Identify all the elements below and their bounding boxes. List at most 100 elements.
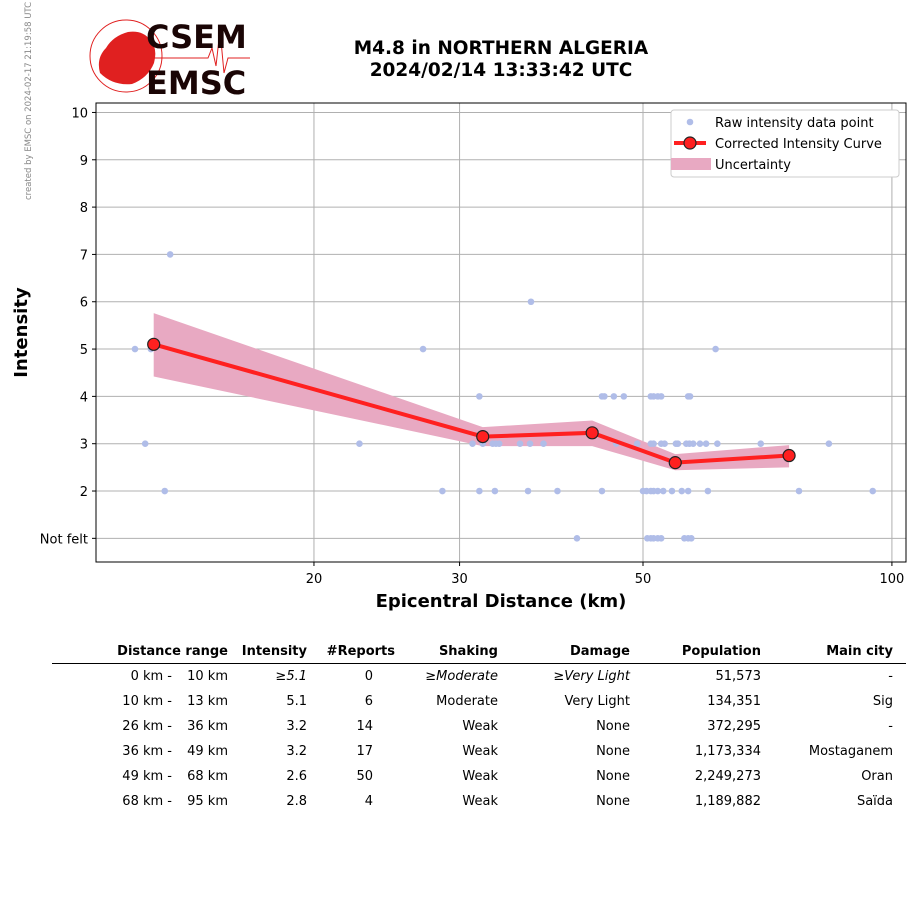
- plot-frame: [95, 102, 907, 563]
- row-distance-to: 95 km: [187, 794, 228, 809]
- raw-data-point: [131, 345, 139, 353]
- row-shaking: Weak: [462, 769, 498, 784]
- row-distance-from: 36 km -: [122, 744, 172, 759]
- raw-data-point: [610, 393, 618, 400]
- raw-data-point: [689, 440, 697, 448]
- raw-data-point: [714, 440, 721, 448]
- y-tick-label: 5: [80, 343, 88, 358]
- legend-raw-marker: [686, 118, 694, 126]
- raw-data-point: [668, 487, 676, 495]
- row-reports: 6: [364, 694, 373, 709]
- row-distance-to: 10 km: [187, 669, 228, 684]
- curve-point: [476, 430, 490, 444]
- raw-data-point: [356, 440, 363, 448]
- raw-data-point: [526, 440, 534, 448]
- y-tick-label: 10: [71, 106, 88, 121]
- row-damage: None: [596, 719, 630, 734]
- raw-data-point: [659, 487, 667, 495]
- row-distance-from: 26 km -: [122, 719, 172, 734]
- row-reports: 17: [356, 744, 373, 759]
- raw-data-point: [491, 487, 499, 495]
- row-distance-from: 0 km -: [130, 669, 172, 684]
- legend-raw-label: Raw intensity data point: [715, 116, 874, 131]
- legend-box: [670, 109, 900, 178]
- legend-uncertainty-label: Uncertainty: [715, 158, 791, 173]
- y-tick-label: 3: [80, 438, 88, 453]
- legend-band-swatch: [671, 158, 711, 170]
- raw-data-point: [661, 440, 668, 448]
- row-shaking: Moderate: [436, 694, 498, 709]
- row-intensity: 5.1: [286, 694, 307, 709]
- row-intensity: 2.8: [286, 794, 307, 809]
- row-reports: 50: [356, 769, 373, 784]
- row-distance-to: 49 km: [187, 744, 228, 759]
- row-population: 2,249,273: [694, 769, 761, 784]
- row-population: 372,295: [707, 719, 761, 734]
- row-distance-to: 36 km: [187, 719, 228, 734]
- chart-title: M4.8 in NORTHERN ALGERIA 2024/02/14 13:3…: [300, 38, 702, 82]
- emsc-logo: CSEM EMSC: [89, 18, 250, 100]
- legend-curve-marker: [683, 136, 697, 150]
- header-intensity: Intensity: [241, 644, 307, 659]
- raw-data-point: [795, 487, 803, 495]
- raw-data-point: [825, 440, 833, 448]
- svg-text:EMSC: EMSC: [146, 64, 246, 100]
- raw-data-point: [476, 487, 483, 495]
- table-header-rule: [52, 663, 906, 664]
- raw-data-point: [696, 440, 704, 448]
- row-damage: ≥Very Light: [553, 669, 630, 684]
- raw-data-point: [657, 393, 665, 400]
- plot-area: [96, 103, 906, 562]
- raw-data-point: [757, 440, 765, 448]
- x-tick-label: 30: [451, 572, 468, 587]
- raw-data-point: [439, 487, 446, 495]
- raw-data-point: [573, 535, 581, 542]
- header-population: Population: [681, 644, 761, 659]
- raw-data-point: [712, 345, 719, 353]
- uncertainty-band: [153, 313, 790, 471]
- raw-data-point: [161, 487, 169, 495]
- raw-data-point: [141, 440, 149, 448]
- curve-point: [147, 337, 161, 351]
- row-distance-from: 68 km -: [122, 794, 172, 809]
- raw-data-point: [469, 440, 476, 448]
- row-shaking: Weak: [462, 719, 498, 734]
- raw-data-point: [554, 487, 561, 495]
- header-distance-range: Distance range: [117, 644, 228, 659]
- curve-point: [585, 426, 599, 440]
- x-axis-label: Epicentral Distance (km): [376, 591, 627, 612]
- header-shaking: Shaking: [438, 644, 498, 659]
- svg-text:CSEM: CSEM: [146, 18, 247, 56]
- y-axis-label: Intensity: [11, 287, 32, 378]
- row-distance-to: 13 km: [187, 694, 228, 709]
- row-reports: 4: [364, 794, 373, 809]
- raw-data-point: [674, 440, 682, 448]
- header-reports: #Reports: [326, 644, 395, 659]
- row-distance-from: 49 km -: [122, 769, 172, 784]
- row-main-city: -: [888, 719, 893, 734]
- raw-data-point: [678, 487, 686, 495]
- raw-data-point: [601, 393, 608, 400]
- raw-data-point: [650, 440, 657, 448]
- row-distance-from: 10 km -: [122, 694, 172, 709]
- raw-data-point: [688, 535, 695, 542]
- raw-data-point: [702, 440, 710, 448]
- curve-point: [668, 456, 682, 470]
- row-damage: None: [596, 744, 630, 759]
- row-main-city: Oran: [861, 769, 893, 784]
- row-intensity: ≥5.1: [275, 669, 307, 684]
- row-main-city: -: [888, 669, 893, 684]
- raw-data-point: [657, 535, 665, 542]
- row-population: 1,173,334: [694, 744, 761, 759]
- y-tick-label: 8: [80, 201, 88, 216]
- row-reports: 0: [364, 669, 373, 684]
- row-reports: 14: [356, 719, 373, 734]
- raw-data-point: [704, 487, 712, 495]
- row-main-city: Sig: [872, 694, 893, 709]
- raw-data-point: [524, 487, 532, 495]
- y-tick-label: Not felt: [40, 532, 88, 547]
- raw-data-point: [476, 393, 483, 400]
- row-population: 134,351: [707, 694, 761, 709]
- raw-data-point: [527, 298, 535, 306]
- raw-data-point: [654, 487, 662, 495]
